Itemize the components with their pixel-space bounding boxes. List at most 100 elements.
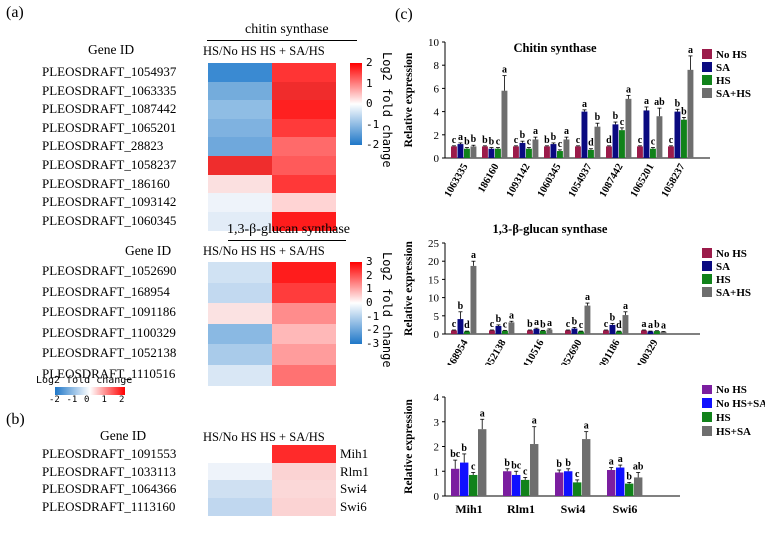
x-tick-label: 186160 [476, 162, 501, 195]
heatmap-cell-hssa-vs-hs [272, 262, 336, 283]
heatmap-b-col-header: HS/No HS HS + SA/HS [203, 430, 325, 445]
significance-letter: b [595, 112, 601, 123]
heatmap-cell-hssa-vs-hs [272, 324, 336, 345]
panel-label-a: (a) [6, 4, 24, 22]
colorbar-tick-label: 0 [366, 97, 373, 110]
heatmap-b-colorbar [55, 387, 125, 395]
heatmap-chitin-col-header: HS/No HS HS + SA/HS [203, 44, 325, 59]
significance-letter: b [540, 319, 546, 330]
legend-label: SA [716, 261, 730, 273]
y-tick-label: 25 [428, 238, 440, 250]
significance-letter: b [471, 134, 477, 145]
significance-letter: a [661, 320, 666, 331]
bar [509, 322, 515, 334]
bar [644, 110, 650, 158]
heatmap-row-label: PLEOSDRAFT_186160 [42, 176, 170, 192]
colorbar-tick-label: -3 [366, 337, 379, 350]
heatmap-row-label: PLEOSDRAFT_168954 [42, 284, 170, 300]
bar [451, 330, 457, 334]
bar [688, 70, 694, 158]
significance-letter: c [514, 135, 519, 146]
heatmap-glucan-col-header: HS/No HS HS + SA/HS [203, 244, 325, 259]
y-tick-label: 20 [428, 256, 440, 268]
significance-letter: c [579, 320, 584, 331]
significance-letter: c [604, 319, 609, 330]
bar [619, 130, 625, 158]
heatmap-cell-hs-vs-nohs [208, 63, 272, 82]
bar [496, 326, 502, 334]
significance-letter: a [623, 301, 628, 312]
significance-letter: b [565, 458, 571, 469]
colorbar-tick-label: 1 [366, 77, 373, 90]
heatmap-cell-hs-vs-nohs [208, 445, 272, 463]
bar [564, 139, 570, 158]
bar [495, 149, 501, 158]
heatmap-cell-hssa-vs-hs [272, 137, 336, 156]
bar [654, 331, 660, 334]
heatmap-cell-hs-vs-nohs [208, 137, 272, 156]
heatmap-row-label: PLEOSDRAFT_28823 [42, 138, 163, 154]
legend-label: SA+HS [716, 287, 751, 299]
significance-letter: b [458, 301, 464, 312]
significance-letter: c [576, 135, 581, 146]
legend-swatch [702, 287, 712, 297]
colorbar-tick-label: -1 [366, 118, 379, 131]
bar [544, 146, 550, 158]
heatmap-cell-hssa-vs-hs [272, 63, 336, 82]
significance-letter: b [610, 312, 616, 323]
colorbar-tick-label: 3 [366, 255, 373, 268]
heatmap-row-label: PLEOSDRAFT_1100329 [42, 325, 176, 341]
bar [489, 149, 495, 158]
bar [502, 91, 508, 158]
heatmap-row-label: PLEOSDRAFT_1033113 [42, 464, 176, 480]
heatmap-row-label: PLEOSDRAFT_1091186 [42, 304, 176, 320]
significance-letter: b [626, 471, 632, 482]
colorbar-tick-label: -2 [49, 395, 60, 405]
bar [458, 144, 464, 158]
colorbar-tick-label: 2 [119, 395, 124, 405]
legend-swatch [702, 261, 712, 271]
bar [478, 429, 486, 496]
heatmap-cell-hssa-vs-hs [272, 82, 336, 101]
legend-swatch [702, 398, 712, 408]
legend-swatch [702, 274, 712, 284]
y-tick-label: 2 [434, 130, 440, 142]
x-tick-label: 168954 [445, 337, 471, 365]
significance-letter: c [638, 135, 643, 146]
y-tick-label: 10 [428, 37, 440, 49]
colorbar-tick-label: 0 [366, 296, 373, 309]
legend-swatch [702, 248, 712, 258]
chart-title: 1,3-β-glucan synthase [493, 222, 608, 236]
colorbar-tick-label: 2 [366, 269, 373, 282]
bar [582, 112, 588, 158]
legend-label: HS+SA [716, 426, 751, 438]
heatmap-cell-hssa-vs-hs [272, 156, 336, 175]
heatmap-glucan-colorbar-title: Log2 fold change [380, 252, 394, 368]
significance-letter: a [644, 96, 649, 107]
bar [623, 315, 629, 334]
bar [641, 330, 647, 334]
colorbar-tick-label: 1 [366, 282, 373, 295]
bar [625, 484, 633, 496]
heatmap-row-label: PLEOSDRAFT_1052690 [42, 263, 176, 279]
bar [585, 306, 591, 334]
heatmap-chitin-title: chitin synthase [245, 22, 329, 38]
heatmap-glucan-title: 1,3-β-glucan synthase [227, 222, 350, 238]
heatmap-cell-hssa-vs-hs [272, 480, 336, 498]
bar [681, 120, 687, 158]
bar [482, 146, 488, 158]
x-tick-label: 1054937 [567, 162, 595, 199]
heatmap-cell-hssa-vs-hs [272, 100, 336, 119]
bar [534, 329, 540, 334]
bar [613, 124, 619, 158]
heatmap-row-label: PLEOSDRAFT_1091553 [42, 446, 176, 462]
legend-swatch [702, 62, 712, 72]
bar [661, 332, 667, 334]
significance-letter: a [584, 421, 589, 432]
colorbar-tick-label: 1 [102, 395, 107, 405]
bar [603, 330, 609, 334]
x-tick-label: 1091186 [595, 338, 623, 365]
significance-letter: d [464, 320, 470, 331]
heatmap-row-label: PLEOSDRAFT_1064366 [42, 481, 176, 497]
bar [634, 477, 642, 496]
